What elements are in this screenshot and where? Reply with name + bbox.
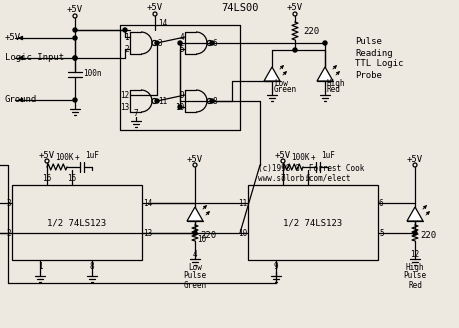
Text: 1uF: 1uF (85, 151, 99, 159)
Circle shape (292, 48, 297, 52)
Text: Pulse: Pulse (403, 272, 425, 280)
Text: Probe: Probe (354, 71, 381, 79)
Text: 2: 2 (6, 229, 11, 237)
Text: 11: 11 (237, 198, 246, 208)
Text: 10: 10 (174, 102, 184, 112)
Circle shape (155, 41, 159, 45)
Text: 9: 9 (273, 262, 278, 271)
Text: Logic Input: Logic Input (5, 53, 64, 63)
Text: 1: 1 (38, 262, 42, 271)
Circle shape (322, 41, 326, 45)
Text: 5: 5 (179, 45, 184, 53)
Text: High: High (405, 262, 423, 272)
Text: 6: 6 (305, 174, 310, 183)
Circle shape (210, 41, 213, 45)
Text: 1uF: 1uF (320, 151, 334, 159)
Circle shape (123, 28, 127, 32)
Circle shape (412, 231, 416, 235)
Bar (247, 185, 377, 260)
Text: +5V: +5V (39, 151, 55, 159)
Text: 5: 5 (378, 229, 383, 237)
Text: +: + (75, 154, 79, 162)
Circle shape (73, 36, 77, 40)
Text: (c)1998 G. Forrest Cook: (c)1998 G. Forrest Cook (257, 163, 364, 173)
Text: 2: 2 (124, 45, 129, 53)
Text: 15: 15 (67, 174, 77, 183)
Circle shape (193, 231, 196, 235)
Text: 3: 3 (157, 38, 162, 48)
Text: +5V: +5V (146, 4, 162, 12)
Text: 3: 3 (6, 198, 11, 208)
Text: 12: 12 (409, 250, 419, 259)
Text: 14: 14 (157, 18, 167, 28)
Text: 8: 8 (213, 96, 217, 106)
Text: 13: 13 (143, 229, 152, 237)
Polygon shape (406, 207, 422, 221)
Text: 220: 220 (200, 231, 216, 239)
Text: +5V: +5V (286, 4, 302, 12)
Text: Green: Green (183, 280, 206, 290)
Circle shape (178, 105, 182, 109)
Circle shape (178, 41, 182, 45)
Text: Pulse: Pulse (354, 37, 381, 47)
Text: 220: 220 (302, 27, 319, 35)
Text: 1/2 74LS123: 1/2 74LS123 (47, 218, 106, 227)
Circle shape (73, 98, 77, 102)
Text: 4: 4 (179, 32, 184, 42)
Text: 16: 16 (42, 174, 51, 183)
Text: Low: Low (274, 79, 287, 89)
Polygon shape (316, 67, 332, 81)
Text: 10: 10 (237, 229, 246, 237)
Text: Pulse: Pulse (183, 272, 206, 280)
Text: High: High (326, 79, 345, 89)
Text: Reading: Reading (354, 49, 392, 57)
Polygon shape (187, 207, 202, 221)
Text: Red: Red (326, 86, 340, 94)
Text: Low: Low (188, 262, 202, 272)
Text: 10: 10 (196, 235, 206, 244)
Text: Ground: Ground (5, 95, 37, 105)
Text: +5V: +5V (67, 6, 83, 14)
Text: 12: 12 (119, 91, 129, 99)
Circle shape (73, 56, 77, 60)
Text: 1/2 74LS123: 1/2 74LS123 (283, 218, 342, 227)
Text: 7: 7 (134, 110, 138, 118)
Text: 11: 11 (157, 96, 167, 106)
Circle shape (73, 28, 77, 32)
Text: 100K: 100K (291, 153, 309, 161)
Text: +5V: +5V (406, 154, 422, 163)
Text: 14: 14 (143, 198, 152, 208)
Text: 100K: 100K (55, 153, 73, 161)
Text: 4: 4 (192, 250, 197, 259)
Text: 8: 8 (90, 262, 94, 271)
Text: 6: 6 (213, 38, 217, 48)
Text: +5V: +5V (186, 154, 202, 163)
Text: +: + (310, 154, 315, 162)
Text: Green: Green (274, 86, 297, 94)
Text: +5V: +5V (5, 33, 21, 43)
Bar (12, 185, 142, 260)
Text: 7: 7 (280, 174, 285, 183)
Text: TTL Logic: TTL Logic (354, 59, 403, 69)
Text: +5V: +5V (274, 151, 291, 159)
Text: 6: 6 (378, 198, 383, 208)
Circle shape (210, 99, 213, 103)
Text: 74LS00: 74LS00 (221, 3, 258, 13)
Text: 100n: 100n (83, 70, 101, 78)
Text: 13: 13 (119, 102, 129, 112)
Circle shape (73, 56, 77, 60)
Polygon shape (263, 67, 280, 81)
Circle shape (155, 99, 159, 103)
Text: 220: 220 (419, 231, 435, 239)
Text: 9: 9 (179, 91, 184, 99)
Text: www.solorb.com/elect: www.solorb.com/elect (257, 174, 350, 182)
Text: 1: 1 (124, 32, 129, 42)
Text: Red: Red (407, 280, 421, 290)
